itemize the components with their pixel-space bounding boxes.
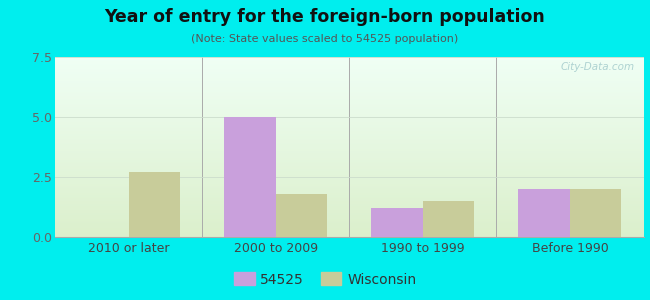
Bar — [276, 194, 328, 237]
Bar — [129, 172, 180, 237]
Text: City-Data.com: City-Data.com — [560, 62, 634, 72]
Bar — [519, 189, 570, 237]
Bar — [371, 208, 423, 237]
Text: (Note: State values scaled to 54525 population): (Note: State values scaled to 54525 popu… — [191, 34, 459, 44]
Text: Year of entry for the foreign-born population: Year of entry for the foreign-born popul… — [105, 8, 545, 26]
Bar — [423, 201, 474, 237]
Bar — [570, 189, 621, 237]
Legend: 54525, Wisconsin: 54525, Wisconsin — [228, 268, 422, 293]
Bar — [224, 117, 276, 237]
